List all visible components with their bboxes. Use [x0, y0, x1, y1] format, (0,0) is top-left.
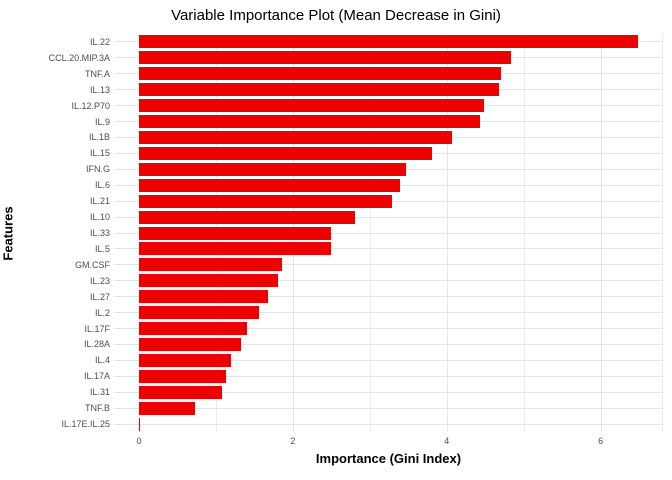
y-tick-label-IFN.G: IFN.G	[86, 164, 110, 175]
x-tick-label-6: 6	[598, 436, 604, 446]
y-tick-label-IL.1B: IL.1B	[88, 132, 110, 143]
y-tick-label-GM.CSF: GM.CSF	[75, 259, 110, 270]
x-tick-label-4: 4	[444, 436, 450, 446]
importance-bar-IL.1B	[139, 130, 453, 144]
importance-bar-IL.10	[139, 210, 356, 224]
y-tick-label-IL.17A: IL.17A	[83, 371, 110, 382]
x-tick-label-2: 2	[290, 436, 296, 446]
x-axis-tick-labels: 0 2 4 6	[0, 436, 672, 448]
row-gridline-IL.10	[114, 216, 663, 218]
y-tick-label-IL.6: IL.6	[94, 180, 110, 191]
y-tick-label-IL.17F: IL.17F	[84, 323, 110, 334]
importance-bar-IL.4	[139, 353, 231, 367]
y-tick-label-CCL.20.MIP.3A: CCL.20.MIP.3A	[48, 52, 110, 63]
importance-bar-IL.27	[139, 290, 269, 304]
importance-bar-IL.22	[139, 35, 639, 49]
importance-bar-IL.17A	[139, 369, 226, 383]
y-tick-label-IL.23: IL.23	[89, 275, 110, 286]
y-tick-label-IL.10: IL.10	[89, 212, 110, 223]
row-gridline-IL.5	[114, 248, 663, 250]
y-tick-label-IL.12.P70: IL.12.P70	[71, 100, 110, 111]
y-tick-label-IL.27: IL.27	[89, 291, 110, 302]
y-tick-label-IL.31: IL.31	[89, 387, 110, 398]
importance-bar-IL.2	[139, 306, 260, 320]
x-axis-title: Importance (Gini Index)	[315, 451, 462, 466]
y-tick-label-IL.22: IL.22	[89, 36, 110, 47]
y-tick-label-IL.13: IL.13	[89, 84, 110, 95]
row-gridline-IL.17A	[114, 375, 663, 377]
y-tick-label-IL.9: IL.9	[94, 116, 110, 127]
y-tick-label-IL.17E.IL.25: IL.17E.IL.25	[61, 419, 110, 430]
row-gridline-IL.33	[114, 232, 663, 234]
row-gridline-TNF.B	[114, 407, 663, 409]
row-gridline-GM.CSF	[114, 264, 663, 266]
importance-bar-TNF.A	[139, 67, 501, 81]
importance-bar-IL.12.P70	[139, 99, 485, 113]
y-tick-label-IL.5: IL.5	[94, 243, 110, 254]
importance-bar-IL.13	[139, 83, 500, 97]
row-gridline-IL.17E.IL.25	[114, 423, 663, 425]
y-axis-tick-labels: IL.22 CCL.20.MIP.3A TNF.A IL.13 IL.12.P70 IL.…	[0, 34, 110, 432]
importance-bar-IL.17E.IL.25	[139, 417, 140, 431]
importance-bar-IFN.G	[139, 162, 406, 176]
row-gridline-IL.23	[114, 280, 663, 282]
y-tick-label-IL.2: IL.2	[94, 307, 110, 318]
y-tick-label-TNF.B: TNF.B	[84, 403, 110, 414]
y-tick-label-IL.21: IL.21	[89, 196, 110, 207]
importance-bar-IL.17F	[139, 322, 248, 336]
importance-bar-GM.CSF	[139, 258, 283, 272]
importance-bar-IL.28A	[139, 337, 242, 351]
chart-title: Variable Importance Plot (Mean Decrease …	[171, 7, 501, 24]
importance-bar-IL.6	[139, 178, 400, 192]
row-gridline-IL.28A	[114, 343, 663, 345]
y-tick-label-IL.33: IL.33	[89, 228, 110, 238]
importance-bar-IL.23	[139, 274, 278, 288]
y-tick-label-IL.15: IL.15	[89, 148, 110, 159]
row-gridline-IL.27	[114, 296, 663, 298]
y-tick-label-IL.28A: IL.28A	[83, 339, 110, 350]
y-tick-label-TNF.A: TNF.A	[84, 68, 110, 79]
y-tick-label-IL.4: IL.4	[94, 355, 110, 366]
plot-panel	[114, 34, 663, 432]
importance-bar-IL.9	[139, 115, 480, 129]
importance-bar-IL.33	[139, 226, 332, 240]
row-gridline-IL.31	[114, 391, 663, 393]
x-tick-label-0: 0	[136, 436, 142, 446]
importance-bar-CCL.20.MIP.3A	[139, 51, 511, 65]
row-gridline-IL.17F	[114, 328, 663, 330]
importance-bar-TNF.B	[139, 401, 196, 415]
importance-bar-IL.31	[139, 385, 223, 399]
row-gridline-IL.4	[114, 359, 663, 361]
row-gridline-IL.2	[114, 312, 663, 314]
importance-bar-IL.21	[139, 194, 393, 208]
importance-bar-IL.15	[139, 146, 433, 160]
importance-bar-IL.5	[139, 242, 331, 256]
